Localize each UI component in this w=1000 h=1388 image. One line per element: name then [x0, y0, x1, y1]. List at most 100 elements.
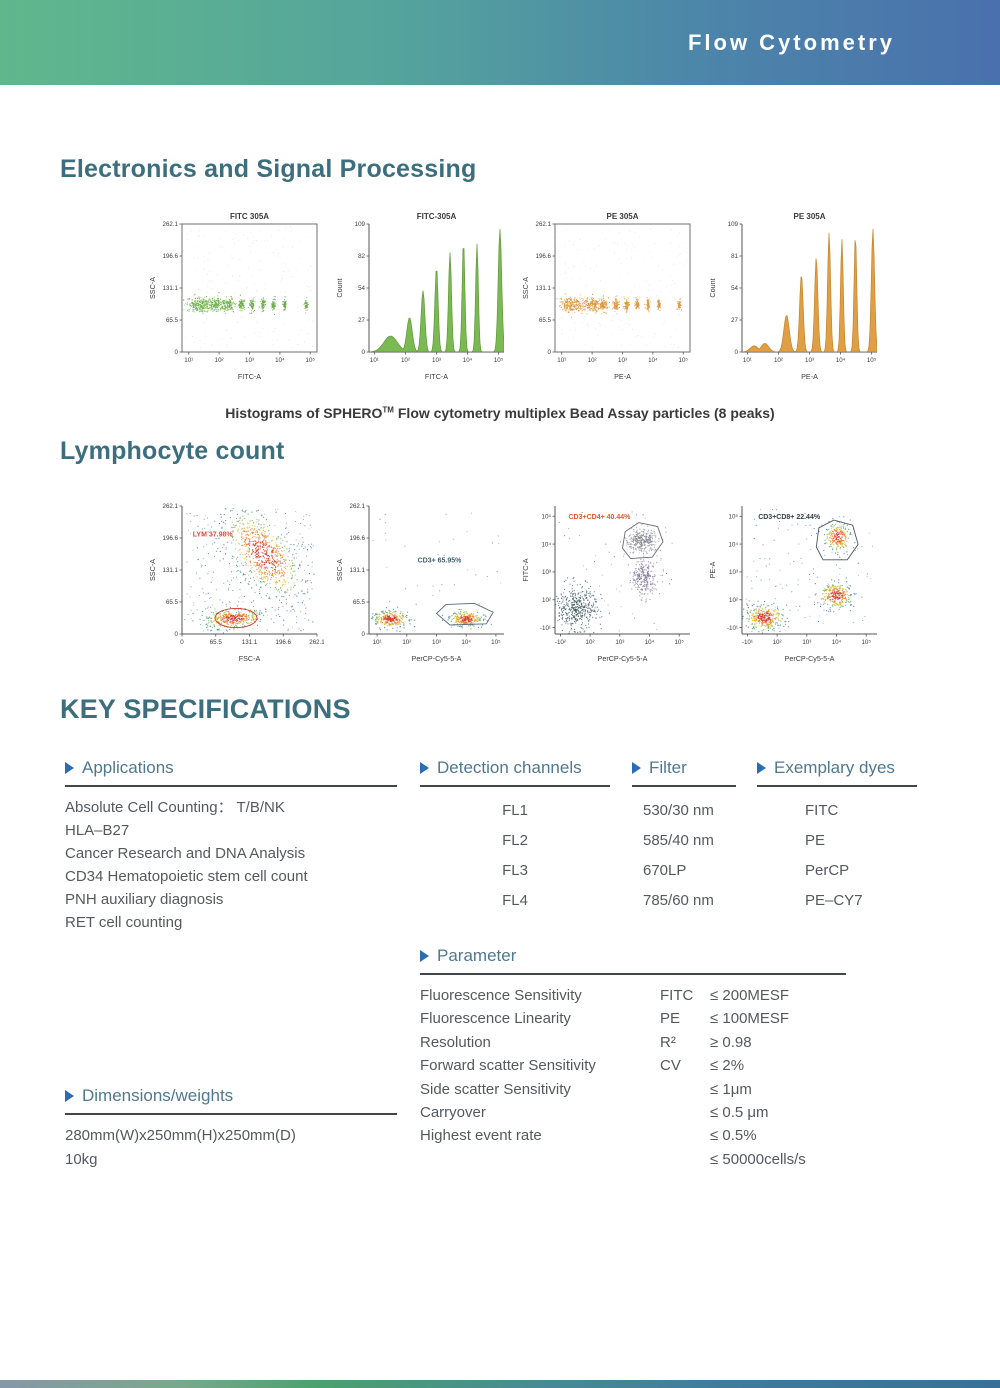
svg-text:0: 0: [735, 349, 739, 356]
chart-svg: PE 305A 10¹ 10² 10³ 10⁴ 10⁵ 262.1 196.6 131.1 65.…: [521, 212, 691, 381]
svg-text:10⁴: 10⁴: [836, 357, 846, 364]
footer-gradient-bar: [0, 1380, 1000, 1388]
svg-text:-10²: -10²: [555, 639, 566, 646]
trademark-superscript: TM: [382, 405, 394, 415]
spec-item: PE: [805, 832, 826, 849]
svg-text:196.6: 196.6: [349, 535, 365, 542]
spec-section-filter: Filter 530/30 nm 585/40 nm 670LP 785/60 nm: [632, 758, 736, 916]
svg-text:SSC-A: SSC-A: [335, 559, 344, 581]
svg-text:10⁴: 10⁴: [648, 357, 658, 364]
section-title-lymphocyte: Lymphocyte count: [60, 437, 285, 465]
parameter-value: ≤ 50000cells/s: [710, 1150, 806, 1168]
chart-svg: 0 65.5 131.1 196.6 262.1 262.1 196.6 131.1 65.5 0…: [148, 503, 325, 663]
svg-text:10²: 10²: [402, 639, 411, 646]
parameter-row: Carryover ≤ 0.5 μm: [420, 1101, 846, 1124]
svg-text:Count: Count: [708, 278, 717, 297]
svg-text:PerCP-Cy5-5-A: PerCP-Cy5-5-A: [598, 654, 648, 663]
plot-lym-cd3-cd4: -10² 10² 10³ 10⁴ 10⁵ 10⁵ 10⁴ 10³ 10² -10¹ PerCP-Cy…: [521, 492, 697, 664]
chart-svg: -10² 10² 10³ 10⁴ 10⁵ 10⁵ 10⁴ 10³ 10² -10¹ PerCP-Cy…: [521, 506, 691, 663]
spec-item: FL1: [502, 802, 528, 819]
parameter-mid: CV: [660, 1057, 681, 1075]
svg-text:10²: 10²: [401, 357, 410, 364]
spec-item: FL4: [502, 892, 528, 909]
svg-text:262.1: 262.1: [536, 221, 552, 228]
svg-text:-10¹: -10¹: [540, 625, 551, 632]
parameter-mid: PE: [660, 1010, 681, 1028]
triangle-bullet-icon: [65, 1090, 74, 1102]
lymphocyte-plots-row: 0 65.5 131.1 196.6 262.1 262.1 196.6 131.1 65.5 0…: [148, 492, 884, 664]
svg-text:27: 27: [358, 317, 365, 324]
spec-item: FL3: [502, 862, 528, 879]
svg-text:CD3+ 65.95%: CD3+ 65.95%: [417, 557, 462, 564]
spec-item: 530/30 nm: [643, 802, 714, 819]
svg-text:10³: 10³: [618, 357, 627, 364]
svg-text:10²: 10²: [542, 597, 551, 604]
parameter-value: ≤ 2%: [710, 1057, 745, 1075]
svg-text:0: 0: [180, 639, 184, 646]
parameter-name: [420, 1148, 660, 1171]
bead-plots-row: FITC 305A 10¹ 10² 10³ 10⁴ 10⁵ 262.1 196.6 131.1 6…: [148, 210, 884, 382]
svg-text:10⁵: 10⁵: [494, 357, 504, 364]
parameter-row: Side scatter Sensitivity ≤ 1μm: [420, 1078, 846, 1101]
svg-text:FITC-A: FITC-A: [238, 372, 261, 381]
svg-text:FITC-A: FITC-A: [425, 372, 448, 381]
parameter-row: Forward scatter Sensitivity CV ≤ 2%: [420, 1054, 846, 1077]
svg-text:196.6: 196.6: [163, 253, 179, 260]
svg-text:10²: 10²: [215, 357, 224, 364]
svg-text:10⁴: 10⁴: [462, 357, 472, 364]
spec-header-filter: Filter: [632, 758, 736, 787]
parameter-value: ≥ 0.98: [710, 1033, 752, 1051]
applications-list: Absolute Cell Counting： T/B/NK HLA–B27 Can…: [65, 796, 397, 934]
svg-text:262.1: 262.1: [349, 503, 365, 510]
svg-text:SSC-A: SSC-A: [148, 559, 157, 581]
parameter-row: Fluorescence Linearity PE ≤ 100MESF: [420, 1007, 846, 1030]
figure-caption: Histograms of SPHEROTM Flow cytometry mu…: [0, 405, 1000, 421]
svg-text:SSC-A: SSC-A: [148, 277, 157, 299]
parameter-mid: [660, 1148, 710, 1171]
plot-bead-scatter-fitc: FITC 305A 10¹ 10² 10³ 10⁴ 10⁵ 262.1 196.6 131.1 6…: [148, 210, 324, 382]
svg-text:10²: 10²: [774, 357, 783, 364]
svg-text:10³: 10³: [432, 357, 441, 364]
svg-text:10⁴: 10⁴: [645, 639, 655, 646]
parameter-row: Highest event rate ≤ 0.5%: [420, 1124, 846, 1147]
svg-text:0: 0: [175, 349, 179, 356]
svg-text:262.1: 262.1: [163, 503, 179, 510]
spec-item: CD34 Hematopoietic stem cell count: [65, 868, 308, 885]
parameter-mid: [660, 1124, 710, 1147]
svg-text:0: 0: [548, 349, 552, 356]
spec-item: PerCP: [805, 862, 850, 879]
spec-header-detection-channels: Detection channels: [420, 758, 610, 787]
svg-text:10²: 10²: [588, 357, 597, 364]
spec-item: 10kg: [65, 1151, 98, 1168]
svg-text:LYM 37.98%: LYM 37.98%: [193, 532, 234, 539]
spec-section-detection-channels: Detection channels FL1 FL2 FL3 FL4: [420, 758, 610, 916]
spec-item: RET cell counting: [65, 914, 183, 931]
svg-text:PE-A: PE-A: [801, 372, 818, 381]
spec-item: HLA–B27: [65, 822, 130, 839]
plot-lym-cd3: 10¹ 10² 10³ 10⁴ 10⁵ 262.1 196.6 131.1 65.5 0 PerCP…: [335, 492, 511, 664]
chart-svg: -10¹ 10² 10³ 10⁴ 10⁵10⁵10⁴10³10²-10¹PerCP-Cy…: [708, 506, 877, 663]
svg-text:10⁵: 10⁵: [491, 639, 501, 646]
svg-text:PerCP-Cy5-5-A: PerCP-Cy5-5-A: [411, 654, 461, 663]
svg-text:131.1: 131.1: [163, 285, 179, 292]
chart-svg: PE 305A 10¹ 10² 10³ 10⁴ 10⁵ 109 81 54 27 0 PE-A Coun…: [708, 212, 877, 381]
svg-text:Count: Count: [335, 278, 344, 297]
parameter-name: Forward scatter Sensitivity: [420, 1057, 596, 1075]
svg-text:10⁵: 10⁵: [675, 639, 685, 646]
svg-text:10⁴: 10⁴: [275, 357, 285, 364]
spec-header-dimensions-weights: Dimensions/weights: [65, 1086, 397, 1115]
chart-svg: 10¹ 10² 10³ 10⁴ 10⁵ 262.1 196.6 131.1 65.5 0 PerCP…: [335, 503, 504, 663]
parameter-mid: R²: [660, 1033, 676, 1051]
triangle-bullet-icon: [757, 762, 766, 774]
parameter-value: ≤ 0.5 μm: [710, 1104, 769, 1122]
svg-text:196.6: 196.6: [276, 639, 292, 646]
header-bar: Flow Cytometry: [0, 0, 1000, 85]
parameter-mid: [660, 1078, 710, 1101]
parameter-value: ≤ 200MESF: [710, 987, 790, 1004]
spec-item: Cancer Research and DNA Analysis: [65, 845, 306, 862]
svg-text:65.5: 65.5: [210, 639, 223, 646]
svg-text:54: 54: [358, 285, 365, 292]
plot-bead-histogram-pe: PE 305A 10¹ 10² 10³ 10⁴ 10⁵ 109 81 54 27 0 PE-A Coun…: [708, 210, 884, 382]
parameter-value: ≤ 0.5%: [710, 1127, 757, 1145]
parameter-row: ≤ 50000cells/s: [420, 1148, 846, 1171]
